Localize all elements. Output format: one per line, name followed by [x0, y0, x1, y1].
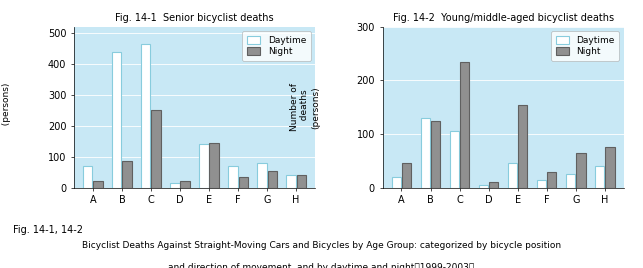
Bar	[93, 181, 103, 188]
Bar	[296, 175, 306, 188]
Bar	[460, 62, 469, 188]
Legend: Daytime, Night: Daytime, Night	[551, 31, 619, 61]
Bar	[566, 174, 575, 188]
Title: Fig. 14-1  Senior bicyclist deaths: Fig. 14-1 Senior bicyclist deaths	[115, 13, 274, 23]
Bar	[595, 166, 604, 188]
Bar	[576, 153, 586, 188]
Y-axis label: Number of
  deaths
(persons): Number of deaths (persons)	[290, 83, 320, 131]
Bar	[199, 144, 208, 188]
Bar	[479, 185, 488, 188]
Bar	[450, 131, 459, 188]
Bar	[83, 166, 93, 188]
Bar	[112, 51, 122, 188]
Bar	[547, 172, 556, 188]
Bar	[122, 161, 132, 188]
Bar	[392, 177, 401, 188]
Bar	[228, 166, 238, 188]
Bar	[421, 118, 430, 188]
Text: Bicyclist Deaths Against Straight-Moving Cars and Bicycles by Age Group: categor: Bicyclist Deaths Against Straight-Moving…	[82, 241, 561, 250]
Bar	[402, 163, 412, 188]
Bar	[431, 121, 440, 188]
Bar	[141, 44, 150, 188]
Text: Fig. 14-1, 14-2: Fig. 14-1, 14-2	[13, 225, 83, 235]
Bar	[239, 177, 248, 188]
Bar	[267, 171, 277, 188]
Legend: Daytime, Night: Daytime, Night	[242, 31, 311, 61]
Bar	[605, 147, 615, 188]
Bar	[489, 182, 498, 188]
Bar	[170, 183, 179, 188]
Text: and direction of movement, and by daytime and night（1999-2003）: and direction of movement, and by daytim…	[168, 263, 475, 268]
Bar	[151, 110, 161, 188]
Bar	[210, 143, 219, 188]
Bar	[508, 163, 517, 188]
Title: Fig. 14-2  Young/middle-aged bicyclist deaths: Fig. 14-2 Young/middle-aged bicyclist de…	[393, 13, 613, 23]
Y-axis label: Number of  300
    deaths
  (persons): Number of 300 deaths (persons)	[0, 72, 12, 143]
Bar	[257, 163, 267, 188]
Bar	[286, 175, 296, 188]
Bar	[537, 180, 547, 188]
Bar	[518, 105, 527, 188]
Bar	[181, 181, 190, 188]
